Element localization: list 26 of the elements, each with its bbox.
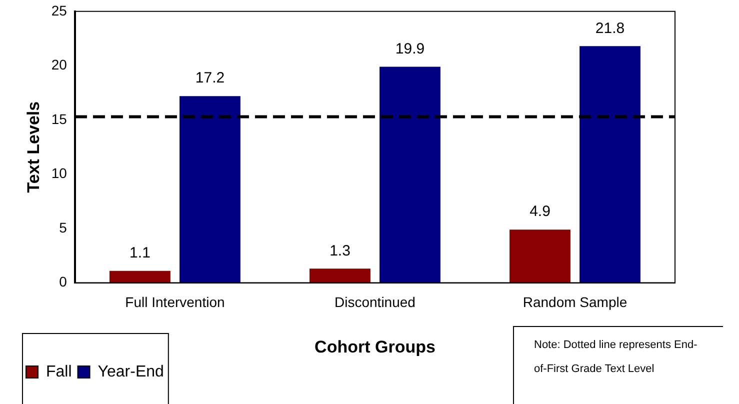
data-label: 1.1: [130, 244, 150, 262]
data-label: 1.3: [330, 242, 350, 260]
data-label: 17.2: [195, 70, 225, 87]
x-tick-label: Random Sample: [522, 294, 628, 310]
bar: [380, 66, 440, 283]
bar: [180, 96, 240, 283]
y-tick-label: 0: [59, 274, 68, 290]
x-tick-label: Full Intervention: [125, 294, 225, 310]
data-label: 19.9: [395, 40, 425, 58]
legend-label: Year-End: [98, 363, 164, 380]
data-label: 21.8: [595, 20, 625, 37]
y-axis-title: Text Levels: [24, 101, 43, 193]
bar: [580, 46, 640, 283]
y-tick-label: 5: [59, 219, 68, 236]
legend-label: Fall: [46, 363, 72, 380]
text: Note: Dotted line represents End-of-First Grade Text Level: [513, 326, 723, 404]
y-tick-label: 10: [51, 165, 68, 182]
bar: [510, 230, 570, 283]
bar: [110, 270, 170, 283]
y-tick-label: 20: [51, 56, 68, 73]
x-axis-title: Cohort Groups: [314, 337, 436, 356]
y-tick-label: 15: [51, 110, 68, 127]
data-label: 4.9: [530, 203, 550, 220]
y-tick-label: 25: [51, 2, 68, 18]
x-tick-label: Discontinued: [334, 294, 416, 310]
bar: [310, 268, 370, 283]
